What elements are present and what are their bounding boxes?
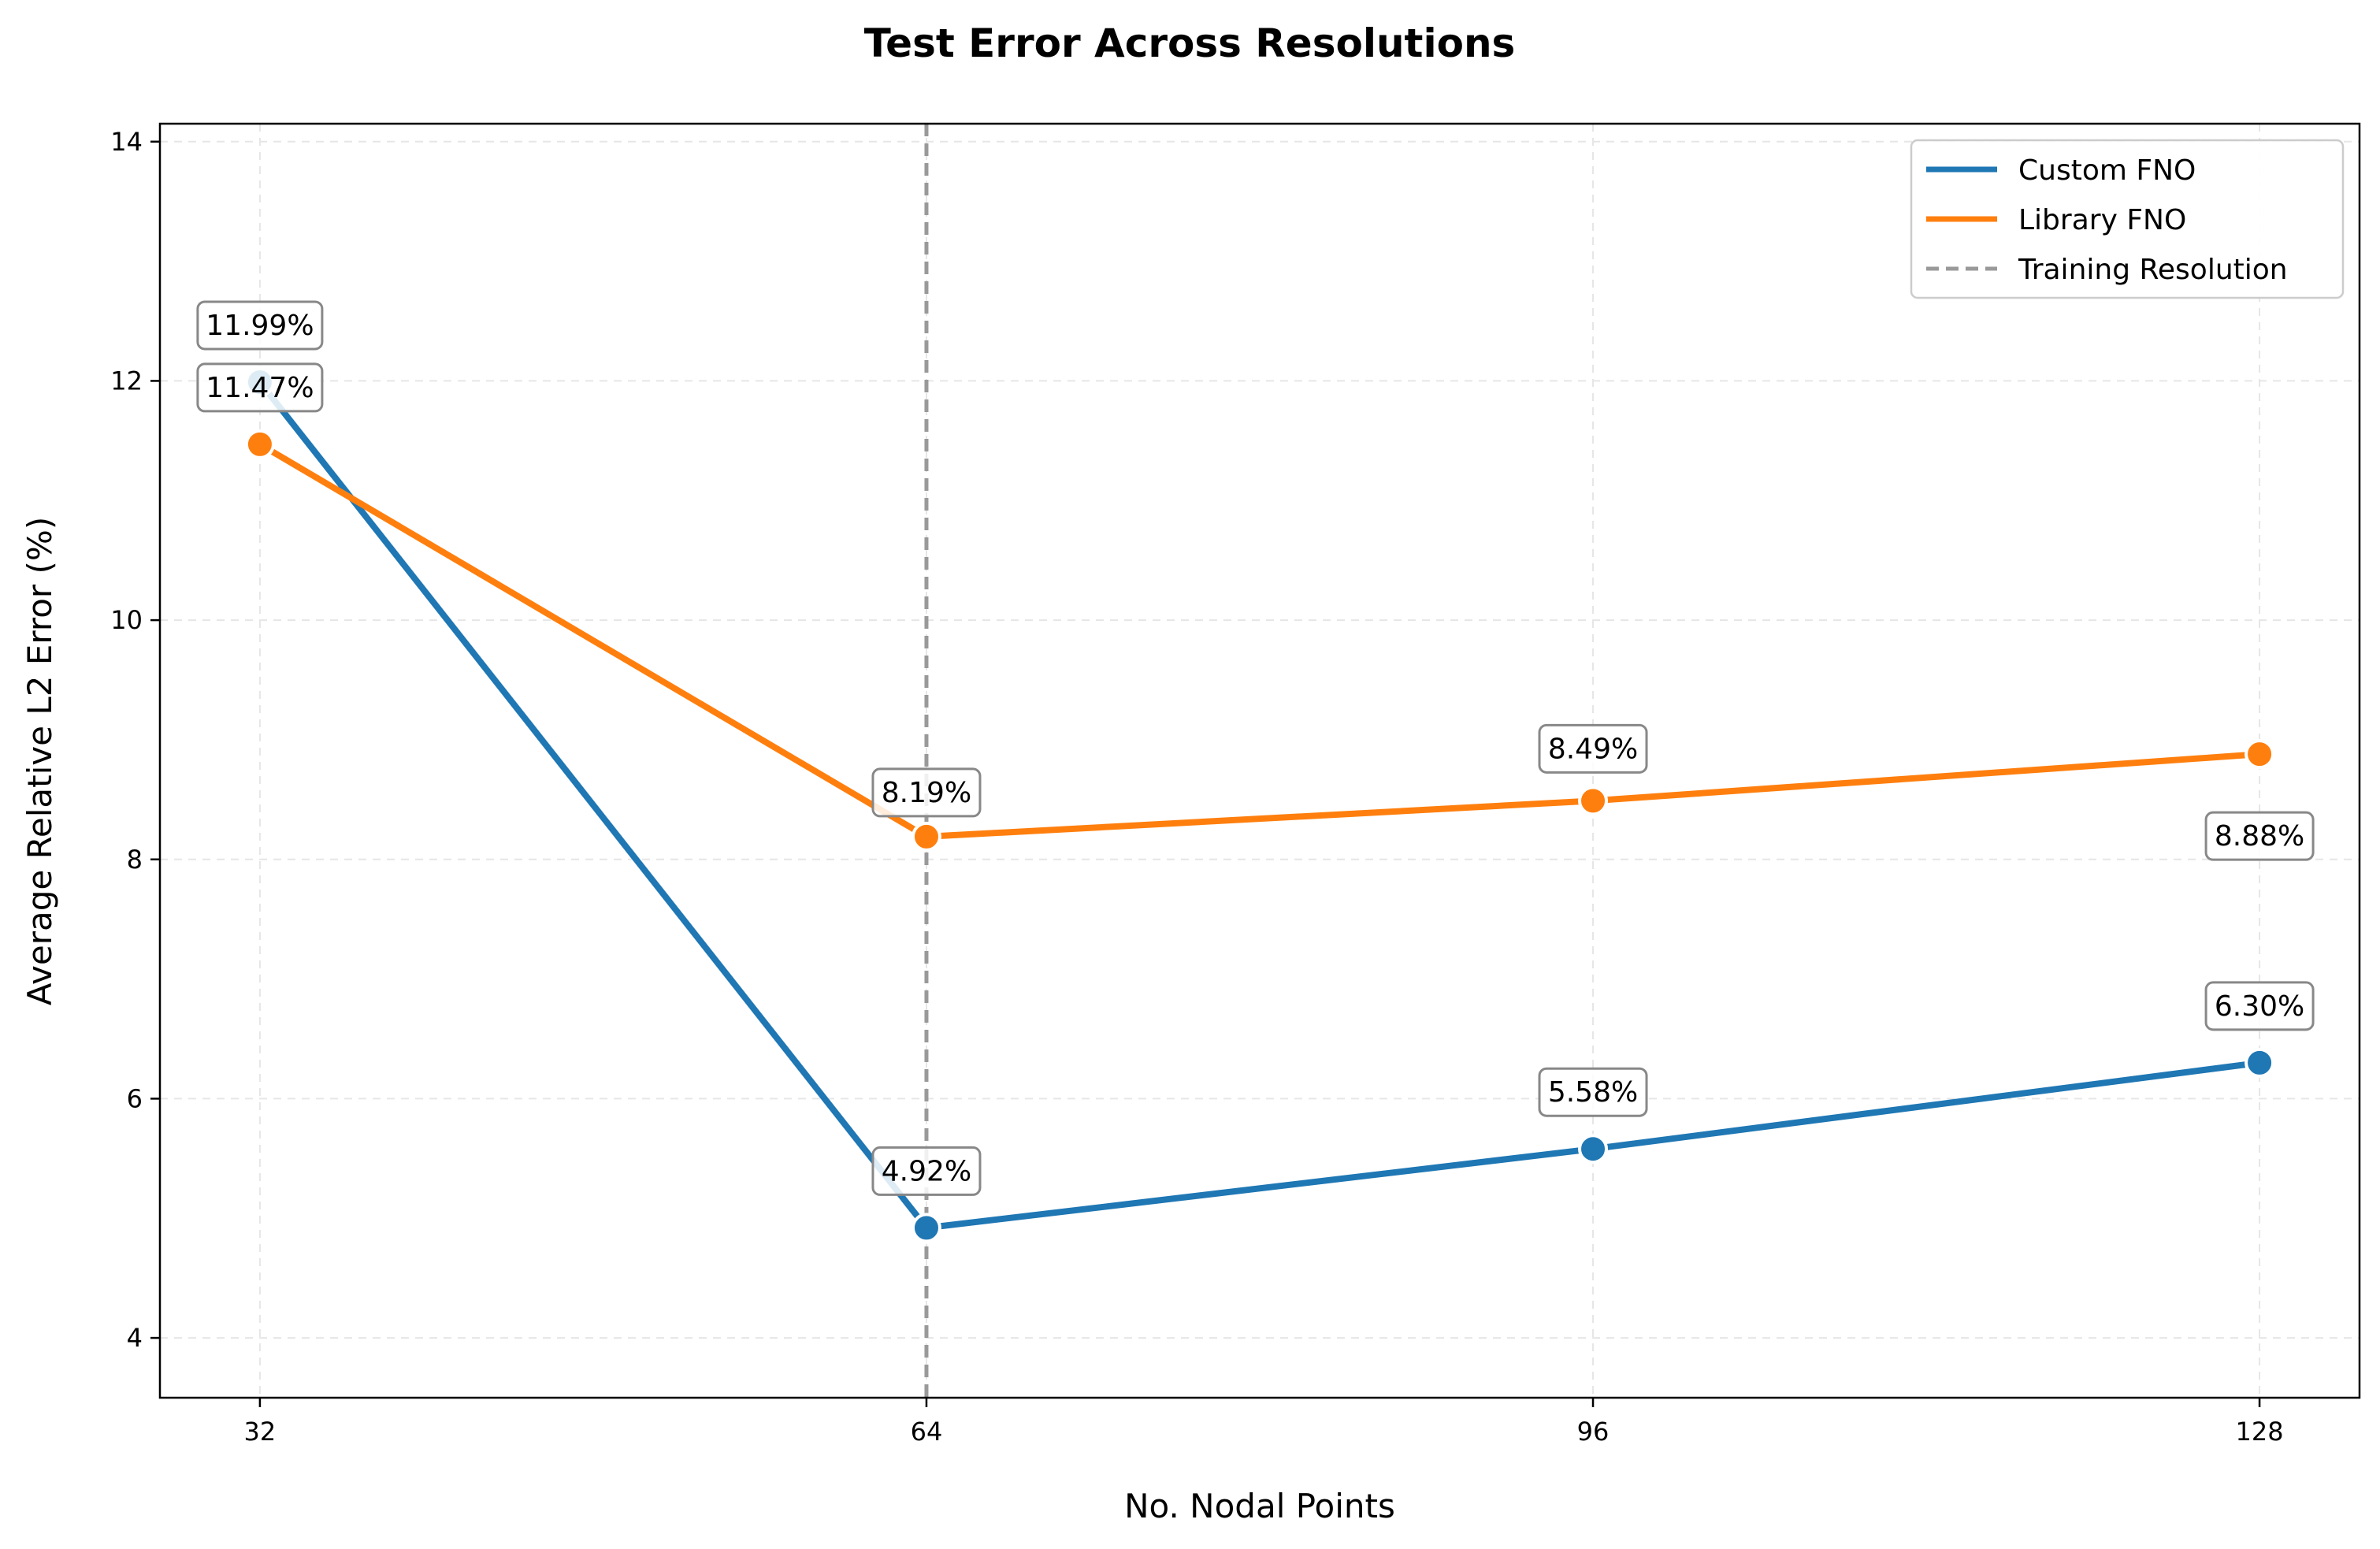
- data-label-box: [1538, 723, 1648, 774]
- data-label-custom-fno: 11.99%: [196, 300, 324, 351]
- y-tick-label: 14: [110, 127, 143, 157]
- x-tick-label: 32: [244, 1417, 277, 1447]
- data-point-custom-fno: [911, 1213, 941, 1243]
- x-tick-label: 128: [2236, 1417, 2284, 1447]
- y-tick-label: 10: [110, 605, 143, 635]
- x-axis-ticks: 32 64 96 128: [244, 1398, 2284, 1447]
- plot-frame: [158, 122, 2361, 1399]
- y-axis-label: Average Relative L2 Error (%): [20, 517, 59, 1005]
- series-line-library-fno: [258, 441, 2260, 840]
- y-tick-label: 12: [110, 366, 143, 396]
- x-tick-label: 64: [911, 1417, 943, 1447]
- data-label-library-fno: 8.19%: [871, 767, 982, 818]
- y-tick-label: 4: [127, 1323, 143, 1353]
- data-label-text: 11.99%: [206, 310, 314, 342]
- grid-layer: [160, 124, 2360, 1398]
- data-point-library-fno: [1578, 786, 1609, 816]
- data-label-text: 8.19%: [882, 777, 971, 809]
- data-point-library-fno: [2244, 739, 2275, 770]
- data-label-text: 6.30%: [2215, 990, 2304, 1023]
- data-point-library-fno: [244, 429, 275, 459]
- legend-box: [1910, 139, 2345, 299]
- legend-label-custom-fno: Custom FNO: [2018, 154, 2196, 187]
- data-label-layer: 11.99% 4.92% 5.58% 6.30% 11.47% 8.19% 8.49% 8.8…: [196, 300, 2315, 1196]
- data-label-box: [2204, 811, 2315, 861]
- data-point-custom-fno: [2244, 1047, 2275, 1078]
- series-layer: [244, 366, 2275, 1243]
- legend-label-training-resolution: Training Resolution: [2018, 254, 2288, 286]
- data-label-box: [196, 300, 324, 351]
- y-tick-label: 6: [127, 1083, 143, 1113]
- y-axis-ticks: 4 6 8 10 12 14: [110, 127, 160, 1353]
- data-point-custom-fno: [1578, 1134, 1609, 1165]
- data-label-box: [871, 767, 982, 818]
- x-axis-label: No. Nodal Points: [1124, 1487, 1395, 1525]
- data-label-box: [1538, 1067, 1648, 1117]
- data-label-text: 11.47%: [206, 372, 314, 404]
- data-point-library-fno: [911, 821, 941, 852]
- legend-label-library-fno: Library FNO: [2018, 204, 2186, 236]
- data-label-box: [2204, 981, 2315, 1031]
- series-line-custom-fno: [257, 380, 2260, 1231]
- data-label-library-fno: 8.88%: [2204, 811, 2315, 861]
- y-tick-label: 8: [127, 845, 143, 875]
- x-tick-label: 96: [1577, 1417, 1610, 1447]
- data-label-custom-fno: 5.58%: [1538, 1067, 1648, 1117]
- data-label-library-fno: 8.49%: [1538, 723, 1648, 774]
- data-label-custom-fno: 6.30%: [2204, 981, 2315, 1031]
- data-label-library-fno: 11.47%: [196, 362, 324, 413]
- data-label-text: 5.58%: [1548, 1076, 1638, 1109]
- data-label-text: 8.88%: [2215, 820, 2304, 853]
- data-label-text: 8.49%: [1548, 733, 1638, 765]
- data-label-box: [196, 362, 324, 413]
- data-label-box: [871, 1146, 982, 1196]
- legend: Custom FNO Library FNO Training Resoluti…: [1910, 139, 2345, 299]
- data-label-custom-fno: 4.92%: [871, 1146, 982, 1196]
- data-label-text: 4.92%: [882, 1155, 971, 1187]
- chart-title: Test Error Across Resolutions: [864, 20, 1516, 66]
